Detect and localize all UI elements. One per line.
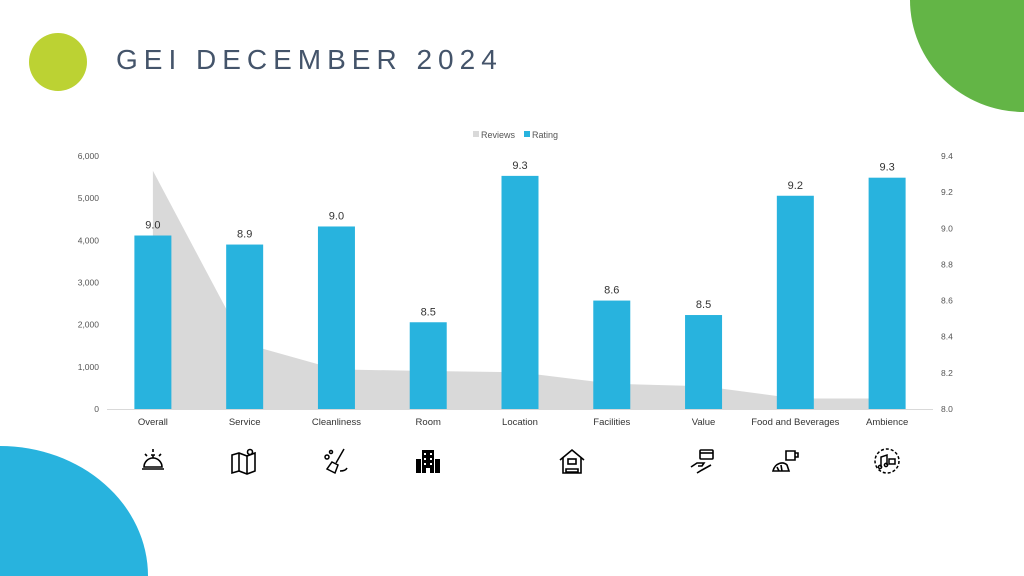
right-axis-tick-label: 8.6 bbox=[941, 296, 953, 306]
legend-label-rating: Rating bbox=[532, 130, 558, 140]
rating-bar bbox=[409, 322, 447, 409]
rating-data-label: 9.0 bbox=[329, 210, 344, 222]
rating-data-label: 9.0 bbox=[145, 220, 160, 232]
food-beverage-icon bbox=[771, 450, 799, 472]
rating-bar bbox=[134, 235, 172, 409]
right-axis-tick-label: 9.4 bbox=[941, 151, 953, 161]
right-axis-tick-label: 9.0 bbox=[941, 223, 953, 233]
left-axis-tick-label: 5,000 bbox=[78, 193, 100, 203]
rating-data-label: 8.5 bbox=[696, 299, 711, 311]
rating-data-label: 8.9 bbox=[237, 229, 252, 241]
rating-bar bbox=[593, 300, 631, 409]
rating-bar bbox=[501, 175, 539, 409]
rating-bar bbox=[685, 315, 723, 409]
legend-swatch-rating bbox=[524, 131, 530, 137]
category-tick-label: Cleanliness bbox=[312, 417, 361, 428]
map-icon bbox=[231, 448, 256, 475]
right-axis-tick-label: 9.2 bbox=[941, 187, 953, 197]
page-title: GEI DECEMBER 2024 bbox=[116, 44, 503, 75]
rating-data-label: 9.3 bbox=[512, 160, 527, 172]
rating-data-label: 9.2 bbox=[788, 180, 803, 192]
building-icon bbox=[416, 450, 440, 473]
rating-bar bbox=[226, 244, 264, 409]
rating-data-label: 8.5 bbox=[421, 306, 436, 318]
rating-bar bbox=[868, 177, 906, 409]
house-icon bbox=[559, 448, 585, 474]
rating-bar bbox=[776, 195, 814, 409]
category-tick-label: Facilities bbox=[593, 417, 630, 428]
left-axis-tick-label: 4,000 bbox=[78, 235, 100, 245]
bell-icon bbox=[142, 449, 164, 470]
legend-label-reviews: Reviews bbox=[481, 130, 516, 140]
left-axis-tick-label: 0 bbox=[94, 404, 99, 414]
right-axis-tick-label: 8.0 bbox=[941, 404, 953, 414]
category-tick-label: Location bbox=[502, 417, 538, 428]
rating-bar bbox=[317, 226, 355, 409]
rating-data-label: 8.6 bbox=[604, 285, 619, 297]
left-axis-tick-label: 3,000 bbox=[78, 278, 100, 288]
right-axis-tick-label: 8.2 bbox=[941, 368, 953, 378]
category-tick-label: Service bbox=[229, 417, 261, 428]
cleaning-icon bbox=[324, 448, 348, 475]
right-axis-tick-label: 8.8 bbox=[941, 259, 953, 269]
category-tick-label: Value bbox=[692, 417, 716, 428]
left-axis-tick-label: 2,000 bbox=[78, 320, 100, 330]
category-tick-label: Ambience bbox=[866, 417, 908, 428]
category-tick-label: Food and Beverages bbox=[751, 417, 839, 428]
category-tick-label: Room bbox=[416, 417, 441, 428]
decorative-lime-circle bbox=[29, 33, 87, 91]
right-axis-tick-label: 8.4 bbox=[941, 332, 953, 342]
rating-data-label: 9.3 bbox=[879, 162, 894, 174]
category-tick-label: Overall bbox=[138, 417, 168, 428]
music-ambience-icon bbox=[874, 448, 900, 474]
left-axis-tick-label: 1,000 bbox=[78, 362, 100, 372]
left-axis-tick-label: 6,000 bbox=[78, 151, 100, 161]
legend-swatch-reviews bbox=[473, 131, 479, 137]
payment-hand-icon bbox=[690, 449, 714, 474]
